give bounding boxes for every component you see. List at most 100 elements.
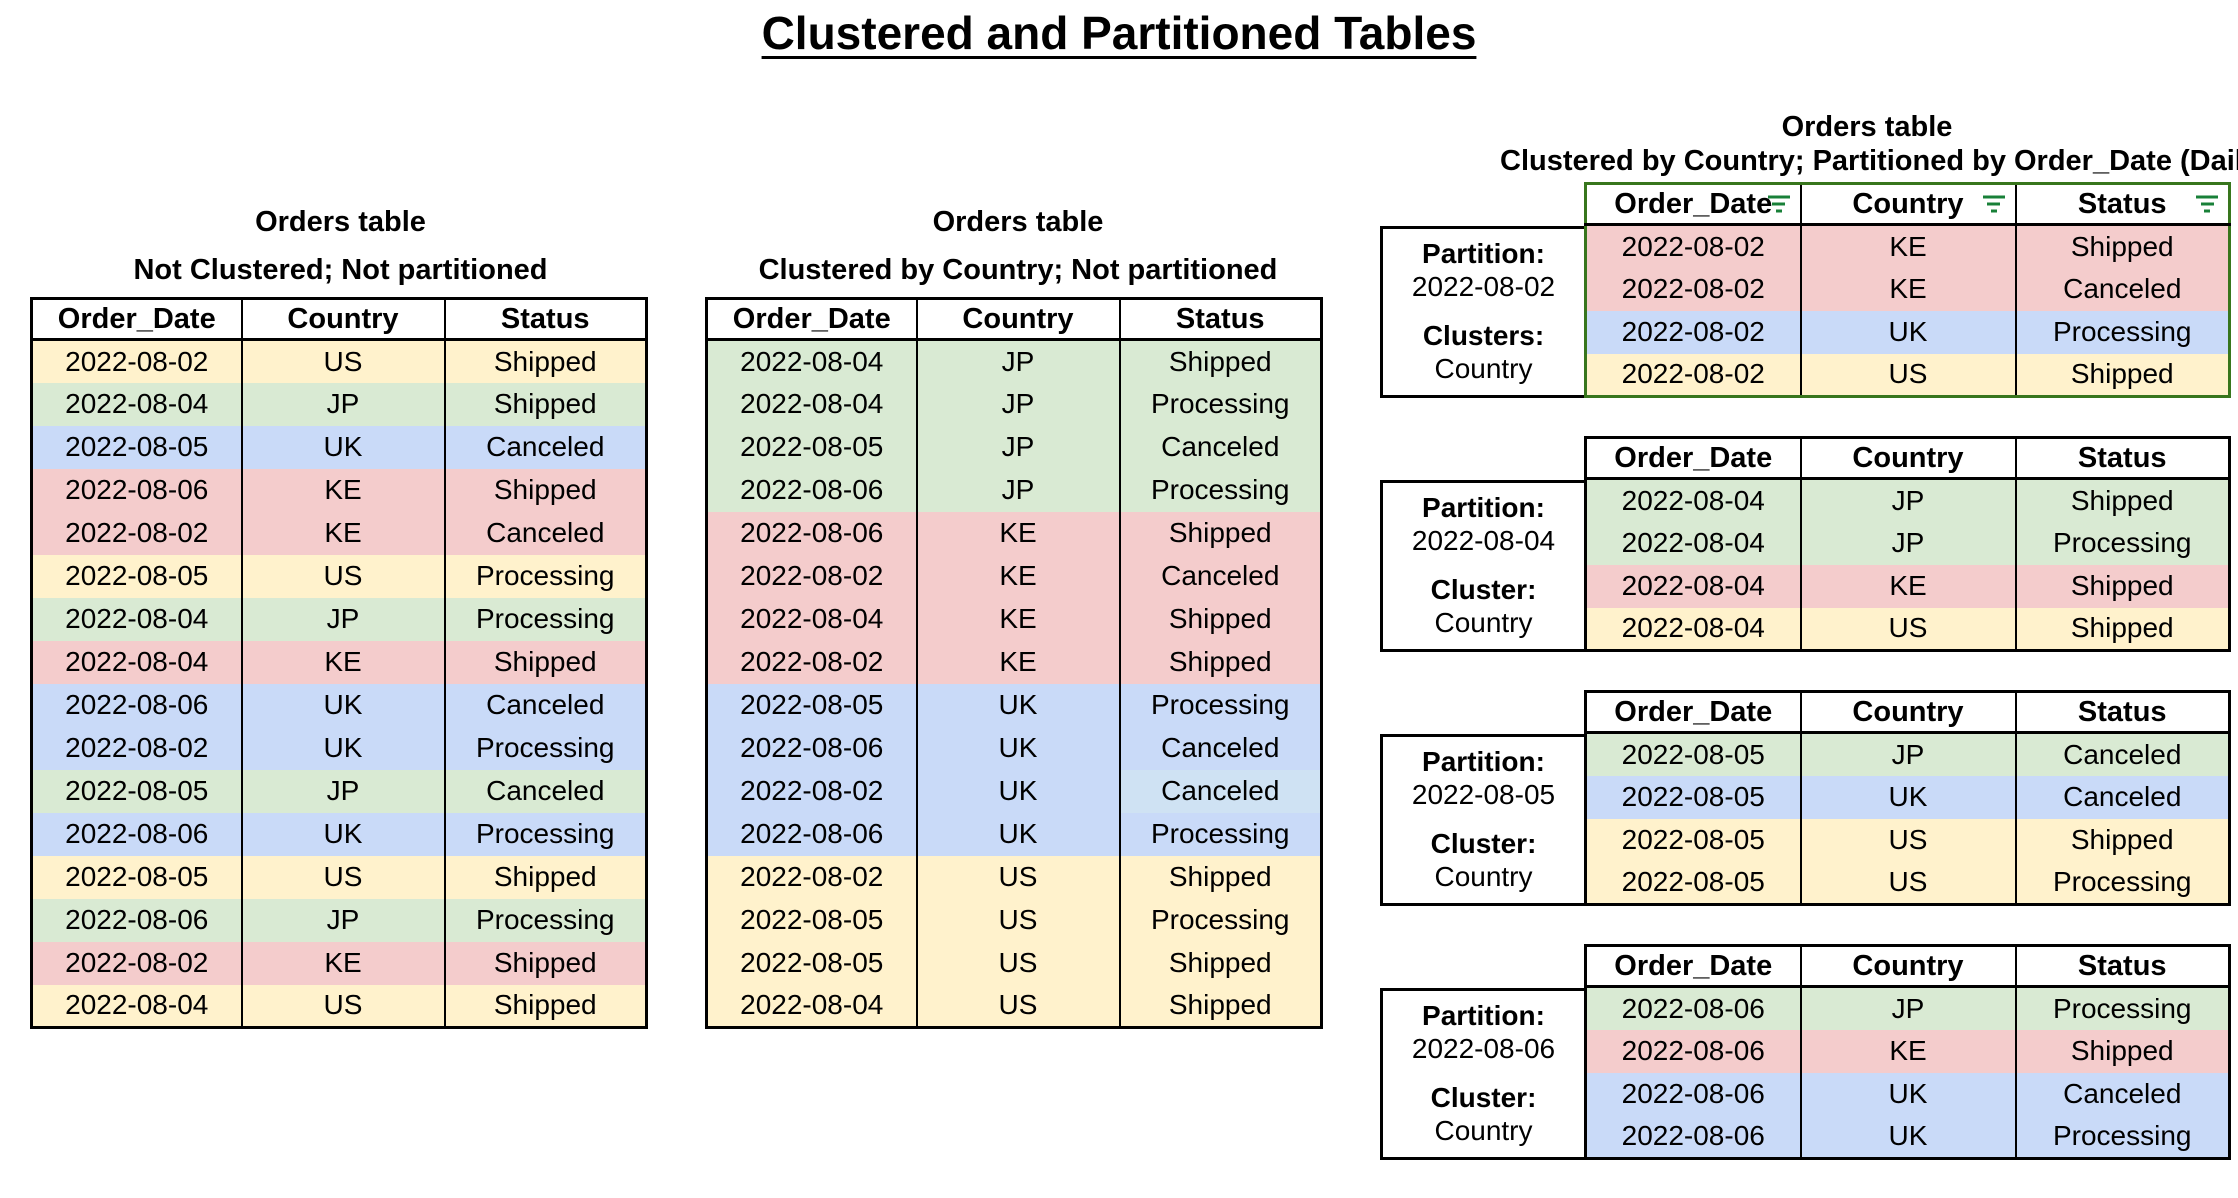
- table-row: 2022-08-05 US Processing: [705, 898, 1323, 942]
- left-table-subtitle: Not Clustered; Not partitioned: [133, 254, 548, 286]
- table-row: 2022-08-06 KE Shipped: [30, 468, 648, 512]
- table-cell: Shipped: [443, 941, 648, 985]
- table-cell: Processing: [2014, 521, 2231, 565]
- column-header-order-date: Order_Date: [1584, 945, 1802, 988]
- table-cell: Processing: [443, 812, 648, 856]
- table-row: 2022-08-05 US Shipped: [705, 941, 1323, 985]
- table-cell: 2022-08-05: [705, 898, 918, 942]
- table-row: 2022-08-05 JP Canceled: [705, 425, 1323, 469]
- header-row: Order_Date Country Status: [30, 298, 648, 341]
- table-cell: UK: [915, 769, 1121, 813]
- table-cell: 2022-08-05: [705, 941, 918, 985]
- table-row: 2022-08-05 UK Canceled: [30, 425, 648, 469]
- table-cell: Shipped: [1118, 640, 1323, 684]
- column-header-order-date: Order_Date: [1584, 183, 1802, 226]
- table-cell: Shipped: [2014, 478, 2231, 522]
- table-cell: UK: [240, 726, 446, 770]
- page-title: Clustered and Partitioned Tables: [761, 7, 1477, 59]
- table-cell: Canceled: [1118, 769, 1323, 813]
- table-row: 2022-08-05 UK Canceled: [1584, 775, 2231, 819]
- table-cell: Canceled: [2014, 1072, 2231, 1116]
- table-cell: Shipped: [1118, 984, 1323, 1028]
- table-cell: JP: [915, 468, 1121, 512]
- table-row: 2022-08-04 US Shipped: [1584, 607, 2231, 651]
- table-cell: Processing: [443, 554, 648, 598]
- table-cell: 2022-08-05: [30, 855, 243, 899]
- table-cell: JP: [915, 425, 1121, 469]
- table-cell: UK: [915, 812, 1121, 856]
- table-cell: Processing: [2014, 310, 2231, 354]
- table-cell: Canceled: [1118, 425, 1323, 469]
- table-cell: Processing: [2014, 986, 2231, 1030]
- table-cell: JP: [915, 382, 1121, 426]
- table-cell: 2022-08-06: [705, 726, 918, 770]
- table-cell: KE: [1799, 267, 2017, 311]
- table-cell: UK: [915, 683, 1121, 727]
- table-cell: JP: [240, 597, 446, 641]
- table-cell: 2022-08-06: [705, 812, 918, 856]
- table-cell: 2022-08-05: [1584, 818, 1802, 862]
- column-header-order-date: Order_Date: [1584, 437, 1802, 480]
- table-cell: 2022-08-05: [30, 425, 243, 469]
- table-cell: KE: [240, 941, 446, 985]
- table-cell: 2022-08-06: [30, 468, 243, 512]
- table-row: 2022-08-06 JP Processing: [1584, 986, 2231, 1030]
- table-cell: 2022-08-02: [30, 339, 243, 383]
- table-row: 2022-08-02 UK Processing: [1584, 310, 2231, 354]
- table-cell: 2022-08-04: [1584, 607, 1802, 651]
- table-cell: 2022-08-06: [1584, 1029, 1802, 1073]
- table-row: 2022-08-02 KE Shipped: [1584, 224, 2231, 268]
- table-row: 2022-08-02 UK Canceled: [705, 769, 1323, 813]
- table-cell: Shipped: [443, 468, 648, 512]
- table-row: 2022-08-04 JP Shipped: [705, 339, 1323, 383]
- partition-value: 2022-08-04: [1411, 525, 1556, 556]
- table-cell: Shipped: [443, 382, 648, 426]
- table-row: 2022-08-02 US Shipped: [705, 855, 1323, 899]
- table-row: 2022-08-02 US Shipped: [30, 339, 648, 383]
- table-cell: Processing: [443, 726, 648, 770]
- partition-label: Partition: 2022-08-06: [1385, 999, 1582, 1065]
- filter-icon: [1767, 195, 1791, 213]
- table-row: 2022-08-04 KE Shipped: [1584, 564, 2231, 608]
- table-row: 2022-08-02 KE Canceled: [1584, 267, 2231, 311]
- table-cell: Shipped: [443, 984, 648, 1028]
- table-cell: UK: [1799, 1115, 2017, 1159]
- partition-value: 2022-08-06: [1411, 1033, 1556, 1064]
- table-row: 2022-08-04 KE Shipped: [705, 597, 1323, 641]
- table-cell: Shipped: [2014, 224, 2231, 268]
- table-cell: Processing: [1118, 683, 1323, 727]
- table-cell: 2022-08-04: [705, 339, 918, 383]
- filter-icon: [1982, 195, 2006, 213]
- table-cell: 2022-08-02: [30, 941, 243, 985]
- table-cell: Processing: [1118, 382, 1323, 426]
- table-cell: US: [240, 554, 446, 598]
- table-cell: Shipped: [2014, 1029, 2231, 1073]
- table-cell: 2022-08-02: [1584, 353, 1802, 397]
- table-cell: KE: [240, 468, 446, 512]
- table-cell: JP: [915, 339, 1121, 383]
- table-cell: 2022-08-02: [705, 855, 918, 899]
- table-cell: UK: [1799, 1072, 2017, 1116]
- table-cell: JP: [240, 769, 446, 813]
- partition-table-2022-08-05: Order_Date Country Status 2022-08-05 JP Ca…: [1584, 690, 2231, 906]
- table-cell: 2022-08-05: [30, 769, 243, 813]
- table-cell: Canceled: [2014, 267, 2231, 311]
- cluster-value: Country: [1434, 1115, 1533, 1146]
- table-row: 2022-08-05 US Shipped: [30, 855, 648, 899]
- orders-table-not-clustered: Order_Date Country Status 2022-08-02 US Sh…: [30, 297, 648, 1029]
- cluster-value: Country: [1434, 607, 1533, 638]
- table-row: 2022-08-05 UK Processing: [705, 683, 1323, 727]
- column-header-order-date: Order_Date: [705, 298, 918, 341]
- column-header-country: Country: [915, 298, 1121, 341]
- table-cell: KE: [915, 597, 1121, 641]
- cluster-label: Clusters: Country: [1385, 319, 1582, 385]
- table-cell: US: [1799, 818, 2017, 862]
- table-cell: KE: [915, 554, 1121, 598]
- table-cell: US: [1799, 861, 2017, 905]
- table-cell: Canceled: [443, 511, 648, 555]
- header-row: Order_Date Country Status: [1584, 437, 2231, 480]
- table-cell: 2022-08-04: [705, 597, 918, 641]
- column-header-order-date: Order_Date: [1584, 691, 1802, 734]
- table-row: 2022-08-06 UK Canceled: [705, 726, 1323, 770]
- table-cell: 2022-08-02: [705, 554, 918, 598]
